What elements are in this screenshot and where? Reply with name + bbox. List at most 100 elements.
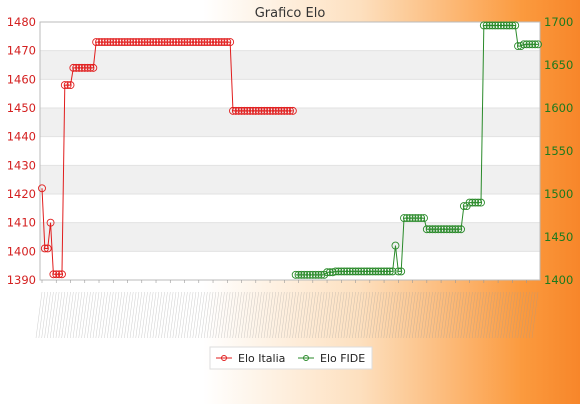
data-point [146,38,155,47]
x-tick-label-texture [289,291,296,339]
x-tick-label-texture [511,291,519,339]
x-tick-label-texture [58,291,66,339]
plot-frame [39,21,541,281]
x-tick-label-texture [457,291,465,339]
data-point [391,241,400,250]
data-point [325,268,334,277]
data-point [38,184,46,193]
data-point [229,106,237,115]
data-point [502,21,511,30]
x-tick-label-texture [124,291,131,339]
data-point [499,21,508,30]
x-tick-label-texture [386,291,393,339]
x-tick-label-texture [517,291,524,339]
data-point [394,267,403,276]
data-point [251,106,260,115]
legend-label: Elo Italia [238,352,285,365]
data-point [437,225,446,234]
data-point [234,106,243,115]
x-tick-label-texture [280,291,288,339]
data-point [459,202,468,210]
data-point [314,270,323,279]
x-tick-label-texture [460,291,467,339]
data-point [357,267,366,276]
data-point [134,38,143,47]
x-tick-label-texture [212,291,219,339]
data-point [40,244,49,253]
grid-band [40,222,540,252]
right-tick-label: 1450 [544,230,573,244]
data-point [368,267,377,276]
x-tick-label-texture [340,291,348,339]
x-tick-label-texture [218,291,225,339]
x-tick-label-texture [178,291,185,339]
x-tick-label-texture [423,291,430,339]
data-point [191,38,200,47]
data-point [174,38,183,47]
data-point [348,267,357,276]
x-tick-label-texture [449,291,456,339]
data-point [468,198,477,207]
legend-swatch-marker [221,355,227,361]
x-tick-label-texture [426,291,433,339]
data-point [157,38,166,47]
x-tick-label-texture [335,291,342,339]
x-tick-label-texture [454,291,462,339]
data-point [505,21,514,30]
x-tick-label-texture [81,291,88,339]
data-point [337,267,346,276]
x-tick-label-texture [158,291,165,339]
data-point [172,38,180,47]
right-tick-label: 1650 [544,58,573,72]
x-tick-label-texture [343,291,351,339]
x-tick-label-texture [78,291,85,339]
data-point [63,81,72,90]
data-point [106,38,115,47]
data-point [183,38,192,47]
data-point [474,198,483,207]
data-point [83,63,92,72]
data-point [80,63,89,72]
x-tick-label-texture [195,291,202,339]
right-tick-label: 1550 [544,144,573,158]
x-tick-label-texture [283,291,291,339]
x-tick-label-texture [101,291,108,339]
data-point [137,38,146,47]
x-tick-label-texture [494,291,502,339]
x-tick-label-texture [152,291,160,339]
data-point [374,267,383,276]
x-tick-label-texture [414,291,422,339]
x-tick-label-texture [232,291,239,339]
data-point [223,38,232,47]
data-point [488,21,497,30]
data-point [112,38,121,47]
x-tick-label-texture [69,291,77,339]
x-tick-label-texture [520,291,527,339]
legend-label: Elo FIDE [320,352,365,365]
data-point [400,214,408,223]
data-point [197,38,206,47]
data-point [243,106,252,115]
x-tick-label-texture [346,291,353,339]
data-point [49,270,58,279]
x-tick-label-texture [141,291,148,339]
legend-item: Elo FIDE [298,352,365,365]
data-point [522,40,531,49]
data-point [52,270,61,279]
x-tick-label-texture [61,291,68,339]
x-tick-label-texture [372,291,379,339]
x-tick-label-texture [278,291,285,339]
x-tick-label-texture [72,291,80,339]
x-tick-label-texture [149,291,157,339]
data-point [434,225,443,234]
x-tick-label-texture [400,291,408,339]
x-tick-label-texture [249,291,257,339]
x-tick-label-texture [104,291,111,339]
x-tick-label-texture [67,291,74,339]
x-tick-label-texture [84,291,91,339]
left-tick-label: 1440 [7,130,36,144]
x-tick-label-texture [144,291,151,339]
x-tick-label-texture [383,291,390,339]
x-tick-label-texture [412,291,419,339]
